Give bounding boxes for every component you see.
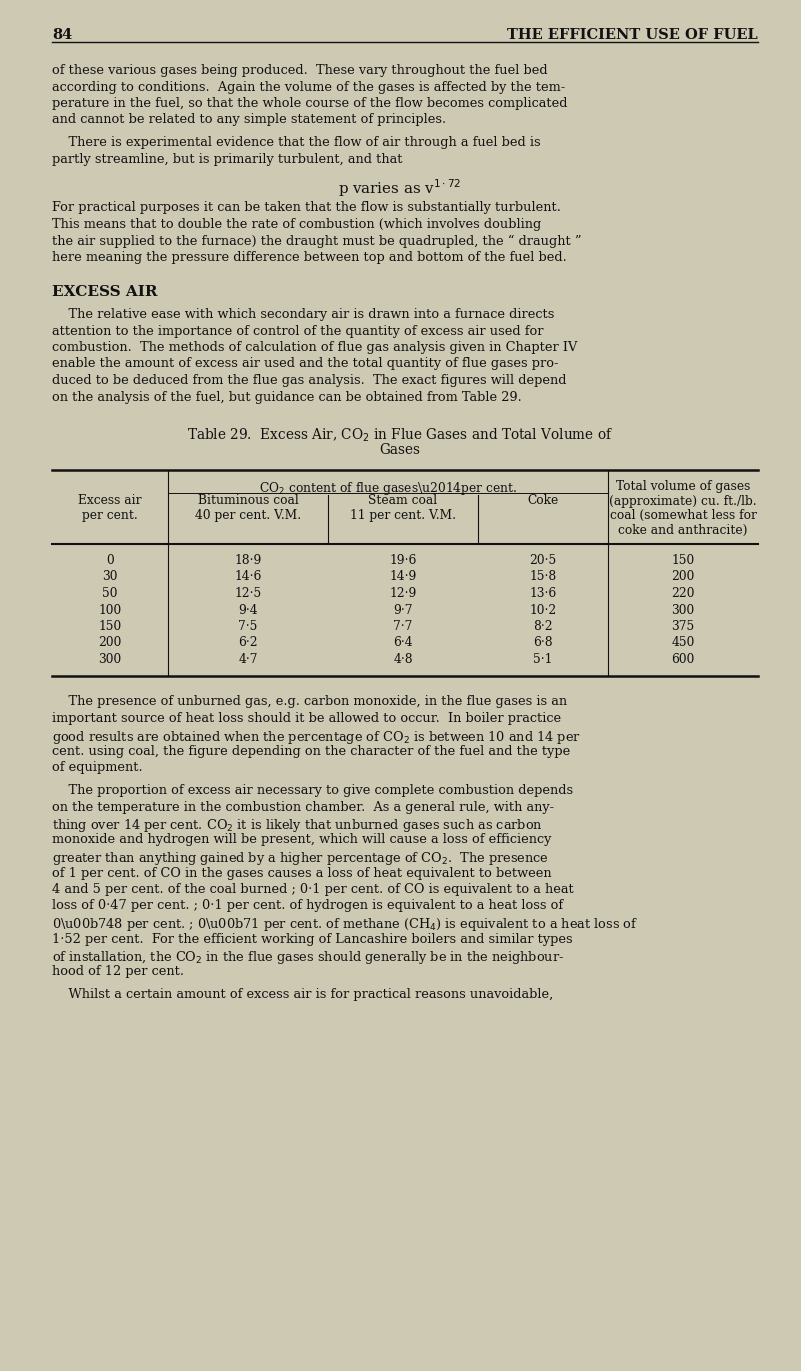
Text: 9·7: 9·7	[393, 603, 413, 617]
Text: 12·5: 12·5	[235, 587, 262, 600]
Text: hood of 12 per cent.: hood of 12 per cent.	[52, 965, 184, 979]
Text: 375: 375	[671, 620, 694, 633]
Text: 100: 100	[99, 603, 122, 617]
Text: loss of 0·47 per cent. ; 0·1 per cent. of hydrogen is equivalent to a heat loss : loss of 0·47 per cent. ; 0·1 per cent. o…	[52, 899, 563, 913]
Text: 0\u00b748 per cent. ; 0\u00b71 per cent. of methane (CH$_4$) is equivalent to a : 0\u00b748 per cent. ; 0\u00b71 per cent.…	[52, 916, 638, 934]
Text: 150: 150	[671, 554, 694, 568]
Text: 6·4: 6·4	[393, 636, 413, 650]
Text: 0: 0	[106, 554, 114, 568]
Text: The presence of unburned gas, e.g. carbon monoxide, in the flue gases is an: The presence of unburned gas, e.g. carbo…	[52, 695, 567, 709]
Text: 450: 450	[671, 636, 694, 650]
Text: 20·5: 20·5	[529, 554, 557, 568]
Text: THE EFFICIENT USE OF FUEL: THE EFFICIENT USE OF FUEL	[507, 27, 758, 43]
Text: Bituminous coal: Bituminous coal	[198, 495, 299, 507]
Text: Steam coal: Steam coal	[368, 495, 437, 507]
Text: coal (somewhat less for: coal (somewhat less for	[610, 509, 756, 522]
Text: important source of heat loss should it be allowed to occur.  In boiler practice: important source of heat loss should it …	[52, 712, 562, 725]
Text: duced to be deduced from the flue gas analysis.  The exact figures will depend: duced to be deduced from the flue gas an…	[52, 374, 566, 387]
Text: Whilst a certain amount of excess air is for practical reasons unavoidable,: Whilst a certain amount of excess air is…	[52, 988, 553, 1001]
Text: 220: 220	[671, 587, 694, 600]
Text: Coke: Coke	[527, 495, 558, 507]
Text: 7·5: 7·5	[239, 620, 258, 633]
Text: 18·9: 18·9	[235, 554, 262, 568]
Text: 7·7: 7·7	[393, 620, 413, 633]
Text: Excess air: Excess air	[78, 495, 142, 507]
Text: (approximate) cu. ft./lb.: (approximate) cu. ft./lb.	[610, 495, 757, 507]
Text: 4·8: 4·8	[393, 653, 413, 666]
Text: 4 and 5 per cent. of the coal burned ; 0·1 per cent. of CO is equivalent to a he: 4 and 5 per cent. of the coal burned ; 0…	[52, 883, 574, 897]
Text: 1·52 per cent.  For the efficient working of Lancashire boilers and similar type: 1·52 per cent. For the efficient working…	[52, 932, 573, 946]
Text: the air supplied to the furnace) the draught must be quadrupled, the “ draught ”: the air supplied to the furnace) the dra…	[52, 234, 582, 248]
Text: 12·9: 12·9	[389, 587, 417, 600]
Text: on the analysis of the fuel, but guidance can be obtained from Table 29.: on the analysis of the fuel, but guidanc…	[52, 391, 521, 403]
Text: of equipment.: of equipment.	[52, 761, 143, 775]
Text: per cent.: per cent.	[83, 509, 138, 522]
Text: This means that to double the rate of combustion (which involves doubling: This means that to double the rate of co…	[52, 218, 541, 230]
Text: There is experimental evidence that the flow of air through a fuel bed is: There is experimental evidence that the …	[52, 136, 541, 149]
Text: EXCESS AIR: EXCESS AIR	[52, 285, 158, 299]
Text: 14·9: 14·9	[389, 570, 417, 584]
Text: 30: 30	[103, 570, 118, 584]
Text: 6·8: 6·8	[533, 636, 553, 650]
Text: 15·8: 15·8	[529, 570, 557, 584]
Text: greater than anything gained by a higher percentage of CO$_2$.  The presence: greater than anything gained by a higher…	[52, 850, 549, 866]
Text: 40 per cent. V.M.: 40 per cent. V.M.	[195, 509, 301, 522]
Text: 50: 50	[103, 587, 118, 600]
Text: 84: 84	[52, 27, 72, 43]
Text: 6·2: 6·2	[238, 636, 258, 650]
Text: combustion.  The methods of calculation of flue gas analysis given in Chapter IV: combustion. The methods of calculation o…	[52, 341, 578, 354]
Text: of 1 per cent. of CO in the gases causes a loss of heat equivalent to between: of 1 per cent. of CO in the gases causes…	[52, 866, 552, 880]
Text: 19·6: 19·6	[389, 554, 417, 568]
Text: of installation, the CO$_2$ in the flue gases should generally be in the neighbo: of installation, the CO$_2$ in the flue …	[52, 949, 565, 967]
Text: here meaning the pressure difference between top and bottom of the fuel bed.: here meaning the pressure difference bet…	[52, 251, 567, 265]
Text: 13·6: 13·6	[529, 587, 557, 600]
Text: on the temperature in the combustion chamber.  As a general rule, with any-: on the temperature in the combustion cha…	[52, 801, 554, 813]
Text: according to conditions.  Again the volume of the gases is affected by the tem-: according to conditions. Again the volum…	[52, 81, 566, 93]
Text: 300: 300	[671, 603, 694, 617]
Text: thing over 14 per cent. CO$_2$ it is likely that unburned gases such as carbon: thing over 14 per cent. CO$_2$ it is lik…	[52, 817, 543, 834]
Text: 11 per cent. V.M.: 11 per cent. V.M.	[350, 509, 456, 522]
Text: and cannot be related to any simple statement of principles.: and cannot be related to any simple stat…	[52, 114, 446, 126]
Text: For practical purposes it can be taken that the flow is substantially turbulent.: For practical purposes it can be taken t…	[52, 202, 561, 214]
Text: 5·1: 5·1	[533, 653, 553, 666]
Text: 300: 300	[99, 653, 122, 666]
Text: good results are obtained when the percentage of CO$_2$ is between 10 and 14 per: good results are obtained when the perce…	[52, 728, 581, 746]
Text: enable the amount of excess air used and the total quantity of flue gases pro-: enable the amount of excess air used and…	[52, 358, 558, 370]
Text: cent. using coal, the figure depending on the character of the fuel and the type: cent. using coal, the figure depending o…	[52, 744, 570, 758]
Text: attention to the importance of control of the quantity of excess air used for: attention to the importance of control o…	[52, 325, 544, 337]
Text: The proportion of excess air necessary to give complete combustion depends: The proportion of excess air necessary t…	[52, 784, 574, 797]
Text: CO$_2$ content of flue gases\u2014per cent.: CO$_2$ content of flue gases\u2014per ce…	[259, 480, 517, 498]
Text: coke and anthracite): coke and anthracite)	[618, 524, 748, 536]
Text: of these various gases being produced.  These vary throughout the fuel bed: of these various gases being produced. T…	[52, 64, 548, 77]
Text: partly streamline, but is primarily turbulent, and that: partly streamline, but is primarily turb…	[52, 152, 402, 166]
Text: 200: 200	[99, 636, 122, 650]
Text: 150: 150	[99, 620, 122, 633]
Text: 600: 600	[671, 653, 694, 666]
Text: monoxide and hydrogen will be present, which will cause a loss of efficiency: monoxide and hydrogen will be present, w…	[52, 834, 551, 846]
Text: 8·2: 8·2	[533, 620, 553, 633]
Text: Table 29.  Excess Air, CO$_2$ in Flue Gases and Total Volume of: Table 29. Excess Air, CO$_2$ in Flue Gas…	[187, 426, 613, 444]
Text: p varies as v$^{1 \cdot 72}$: p varies as v$^{1 \cdot 72}$	[338, 177, 461, 199]
Text: The relative ease with which secondary air is drawn into a furnace directs: The relative ease with which secondary a…	[52, 308, 554, 321]
Text: Gases: Gases	[380, 443, 421, 458]
Text: 200: 200	[671, 570, 694, 584]
Text: perature in the fuel, so that the whole course of the flow becomes complicated: perature in the fuel, so that the whole …	[52, 97, 567, 110]
Text: 14·6: 14·6	[235, 570, 262, 584]
Text: 10·2: 10·2	[529, 603, 557, 617]
Text: 9·4: 9·4	[238, 603, 258, 617]
Text: Total volume of gases: Total volume of gases	[616, 480, 751, 494]
Text: 4·7: 4·7	[238, 653, 258, 666]
